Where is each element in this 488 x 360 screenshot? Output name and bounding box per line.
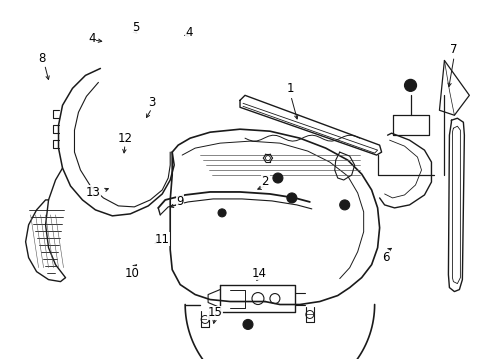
Text: 14: 14 [251,267,266,280]
Circle shape [218,209,225,217]
Text: 12: 12 [117,132,132,145]
Text: 15: 15 [207,306,222,319]
Text: 3: 3 [148,96,155,109]
Text: 10: 10 [124,267,140,280]
Text: 1: 1 [286,82,294,95]
Circle shape [404,80,416,91]
Circle shape [286,193,296,203]
Circle shape [272,173,283,183]
Text: 6: 6 [382,251,389,264]
Text: 9: 9 [176,195,183,208]
Text: 5: 5 [132,21,140,34]
Text: 2: 2 [261,175,268,188]
Circle shape [339,200,349,210]
Text: 4: 4 [185,27,193,40]
Circle shape [243,319,252,329]
Text: 7: 7 [449,42,457,55]
Text: 8: 8 [39,51,46,64]
Text: 11: 11 [154,233,169,246]
Text: 4: 4 [88,32,96,45]
Text: 13: 13 [85,186,101,199]
